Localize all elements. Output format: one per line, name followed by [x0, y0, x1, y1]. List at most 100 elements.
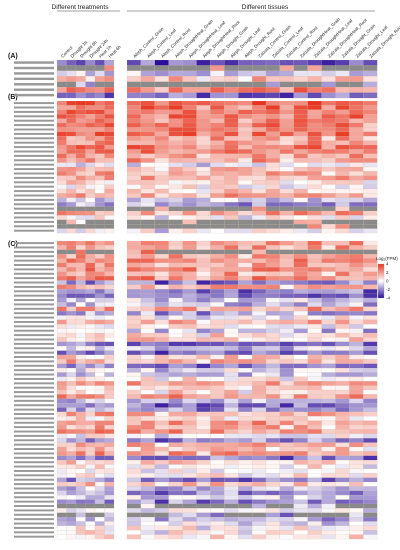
heatmap-cell [85, 503, 96, 509]
heatmap-cell [196, 346, 211, 351]
heatmap-cell [140, 249, 155, 255]
heatmap-cell [349, 254, 364, 259]
heatmap-cell [321, 473, 336, 478]
row-label-mark [14, 61, 54, 64]
heatmap-cell [182, 385, 197, 391]
heatmap-cell [210, 442, 225, 448]
heatmap-cell [335, 508, 350, 513]
heatmap-cell [238, 407, 253, 413]
heatmap-cell [321, 228, 336, 234]
heatmap-cell [238, 127, 253, 132]
heatmap-cell [182, 350, 197, 356]
heatmap-cell [363, 87, 378, 93]
heatmap-cell [66, 105, 77, 110]
heatmap-cell [126, 127, 141, 132]
heatmap-cell [154, 105, 169, 110]
heatmap-cell [140, 416, 155, 421]
heatmap-cell [85, 490, 96, 496]
heatmap-cell [182, 346, 197, 351]
heatmap-cell [307, 175, 322, 181]
heatmap-cell [363, 394, 378, 399]
heatmap-cell [321, 337, 336, 342]
heatmap-cell [238, 337, 253, 342]
heatmap-cell [94, 442, 105, 448]
heatmap-cell [224, 127, 239, 132]
heatmap-cell [363, 166, 378, 172]
heatmap-cell [307, 87, 322, 93]
heatmap-cell [66, 473, 77, 478]
heatmap-cell [224, 109, 239, 115]
heatmap-cell [66, 162, 77, 168]
heatmap-cell [293, 131, 308, 137]
heatmap-cell [335, 503, 350, 509]
heatmap-cell [140, 324, 155, 329]
heatmap-cell [140, 517, 155, 522]
heatmap-cell [321, 249, 336, 255]
heatmap-cell [252, 271, 267, 277]
heatmap-cell [238, 521, 253, 526]
heatmap-cell [307, 180, 322, 185]
heatmap-cell [363, 332, 378, 338]
heatmap-cell [94, 224, 105, 229]
heatmap-cell [363, 337, 378, 342]
row-label-mark [14, 259, 54, 262]
heatmap-cell [349, 346, 364, 351]
heatmap-cell [279, 258, 294, 264]
heatmap-cell [182, 451, 197, 456]
heatmap-cell [168, 381, 183, 386]
heatmap-cell [85, 495, 96, 500]
heatmap-cell [363, 180, 378, 185]
heatmap-cell [196, 306, 211, 312]
heatmap-cell [307, 65, 322, 71]
heatmap-cell [252, 59, 267, 66]
row-label-mark [14, 518, 54, 521]
heatmap-cell [293, 306, 308, 312]
heatmap-cell [94, 140, 105, 146]
heatmap-cell [66, 332, 77, 338]
heatmap-cell [238, 188, 253, 194]
heatmap-cell [85, 424, 96, 430]
heatmap-cell [307, 512, 322, 518]
heatmap-cell [85, 100, 96, 106]
heatmap-cell [196, 508, 211, 513]
heatmap-cell [349, 240, 364, 246]
heatmap-cell [126, 162, 141, 168]
heatmap-cell [307, 258, 322, 264]
row-label-mark [14, 124, 54, 127]
heatmap-cell [75, 346, 86, 351]
heatmap-cell [252, 372, 267, 377]
heatmap-cell [210, 389, 225, 395]
heatmap-cell [126, 140, 141, 146]
heatmap-cell [363, 175, 378, 181]
heatmap-cell [279, 315, 294, 321]
heatmap-cell [238, 289, 253, 294]
heatmap-cell [104, 503, 115, 509]
heatmap-cell [196, 193, 211, 198]
heatmap-cell [196, 302, 211, 307]
heatmap-cell [182, 407, 197, 413]
heatmap-cell [140, 359, 155, 364]
heatmap-cell [56, 451, 67, 456]
heatmap-cell [349, 188, 364, 194]
heatmap-cell [335, 275, 350, 281]
heatmap-cell [126, 394, 141, 399]
heatmap-cell [154, 293, 169, 299]
heatmap-cell [293, 468, 308, 474]
row-label-mark [14, 500, 54, 503]
heatmap-cell [196, 490, 211, 496]
heatmap-cell [349, 534, 364, 540]
heatmap-cell [252, 359, 267, 364]
heatmap-cell [140, 144, 155, 150]
heatmap-cell [66, 171, 77, 176]
heatmap-cell [104, 140, 115, 146]
heatmap-cell [85, 87, 96, 93]
heatmap-cell [140, 280, 155, 285]
heatmap-cell [363, 429, 378, 434]
heatmap-cell [335, 297, 350, 303]
heatmap-cell [293, 65, 308, 71]
heatmap-cell [349, 508, 364, 513]
heatmap-cell [56, 424, 67, 430]
heatmap-cell [349, 420, 364, 426]
row-label-mark [14, 172, 54, 175]
heatmap-cell [140, 219, 155, 225]
